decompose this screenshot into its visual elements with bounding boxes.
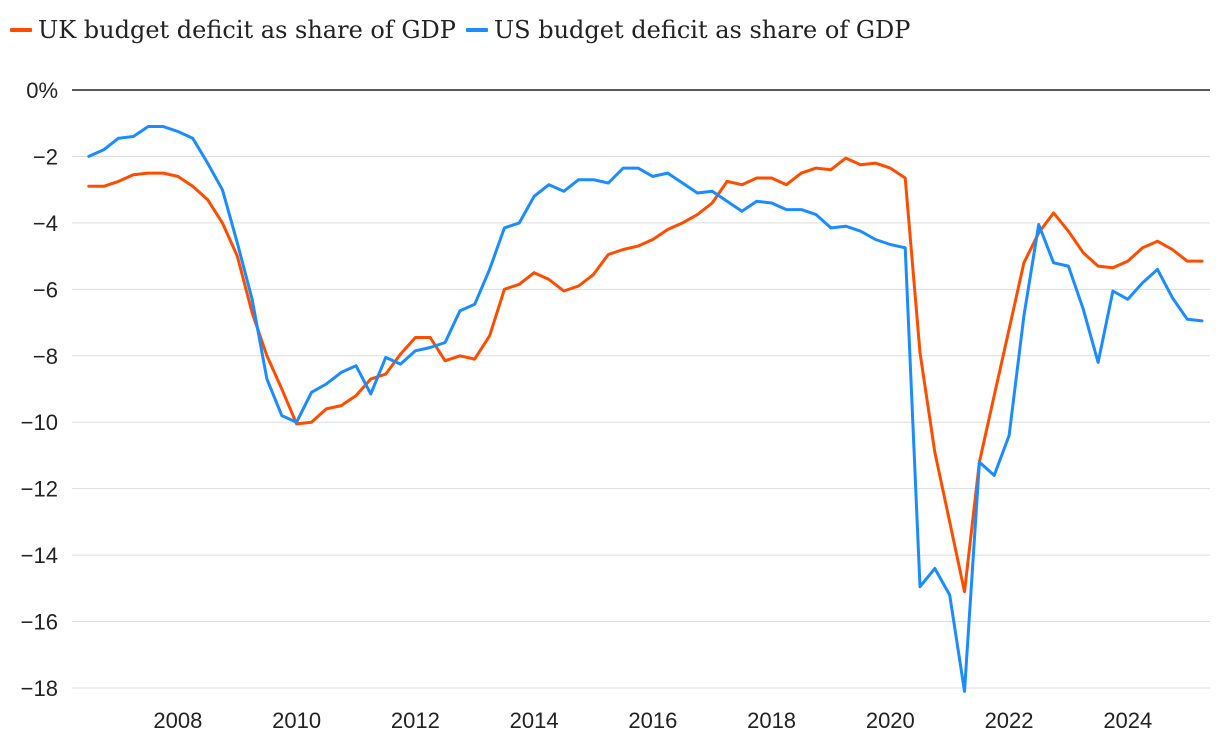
y-tick-label: −8 [33, 344, 58, 369]
legend-item-uk: UK budget deficit as share of GDP [10, 16, 456, 44]
uk-deficit-line [87, 156, 1204, 594]
legend-swatch-us [465, 28, 488, 32]
x-tick-label: 2020 [866, 708, 915, 733]
x-tick-label: 2012 [391, 708, 440, 733]
x-tick-label: 2014 [510, 708, 559, 733]
x-axis-labels: 2008 2010 2012 2014 2016 2018 2020 2022 2024 [153, 708, 1152, 733]
x-tick-label: 2024 [1103, 708, 1152, 733]
x-tick-label: 2008 [153, 708, 202, 733]
legend-label-us: US budget deficit as share of GDP [493, 16, 911, 44]
x-tick-label: 2022 [985, 708, 1034, 733]
y-tick-label: −14 [21, 543, 58, 568]
series-lines [87, 125, 1204, 693]
y-tick-label: −18 [21, 676, 58, 701]
y-tick-label: −2 [33, 144, 58, 169]
y-tick-label: 0% [26, 78, 58, 103]
legend-swatch-uk [10, 28, 32, 32]
y-axis-labels: 0% −2 −4 −6 −8 −10 −12 −14 −16 −18 [21, 78, 58, 701]
x-tick-label: 2018 [747, 708, 796, 733]
y-tick-label: −6 [33, 277, 58, 302]
y-tick-label: −4 [33, 211, 58, 236]
legend-item-us: US budget deficit as share of GDP [465, 16, 911, 44]
x-tick-label: 2010 [272, 708, 321, 733]
y-tick-label: −16 [21, 610, 58, 635]
y-tick-label: −10 [21, 410, 58, 435]
legend-label-uk: UK budget deficit as share of GDP [38, 16, 456, 44]
legend: UK budget deficit as share of GDP US bud… [10, 14, 920, 46]
grid-lines [72, 89, 1210, 689]
x-tick-label: 2016 [628, 708, 677, 733]
us-deficit-line [87, 125, 1204, 693]
y-tick-label: −12 [21, 477, 58, 502]
